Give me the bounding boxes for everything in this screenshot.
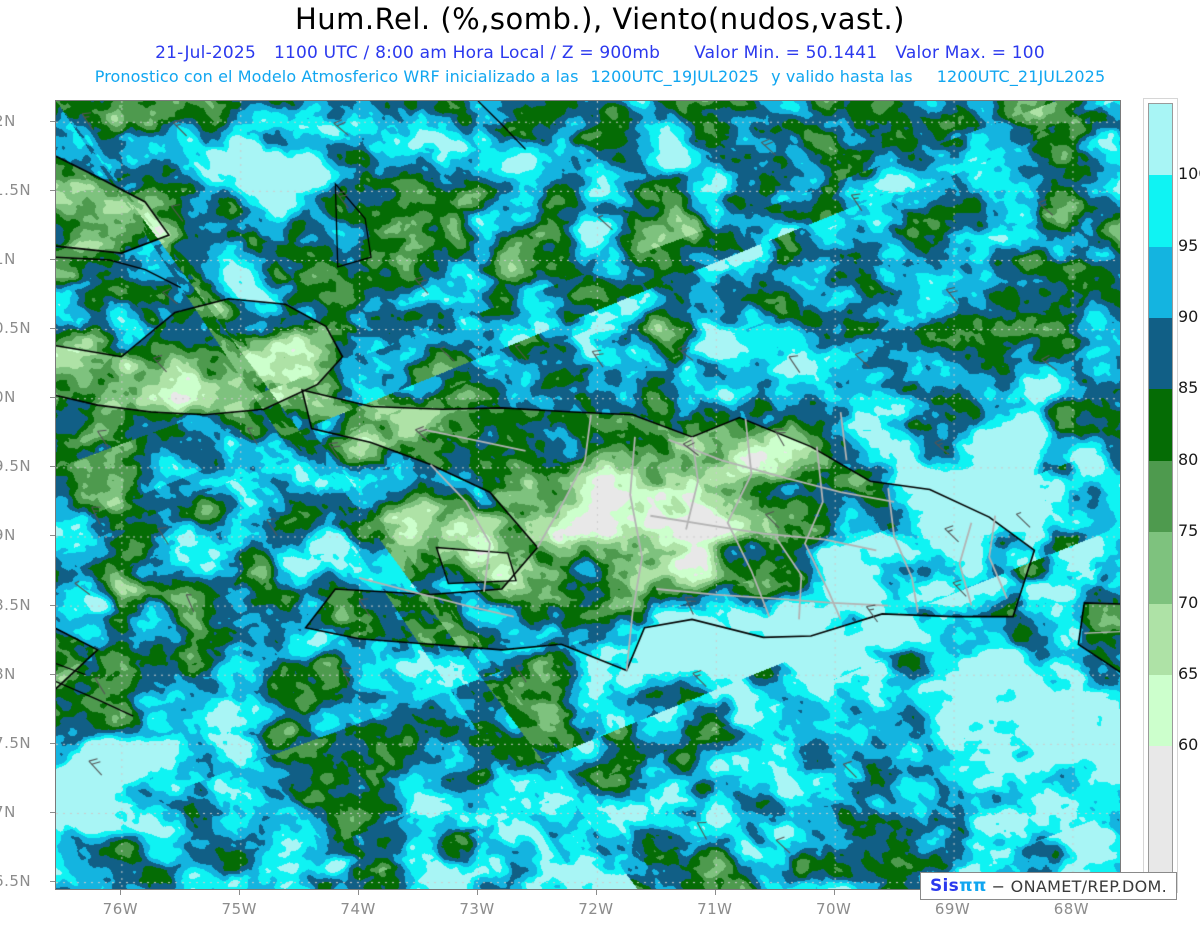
lon-tick-mark [120, 890, 122, 895]
lat-tick-mark [50, 397, 55, 399]
lat-tick-label: 19N [0, 526, 16, 545]
model-init-time: 1200UTC_19JUL2025 [590, 67, 760, 86]
humidity-colorbar[interactable] [1148, 103, 1173, 888]
coastline-wind-overlay-layer [56, 101, 1120, 889]
page-title: Hum.Rel. (%,somb.), Viento(nudos,vast.) [295, 2, 905, 36]
colorbar-tick-label: 80 [1178, 449, 1199, 469]
colorbar-tick-label: 95 [1178, 235, 1199, 255]
forecast-date: 21-Jul-2025 [155, 43, 256, 63]
lat-tick-label: 19.5N [0, 457, 32, 476]
lat-tick-label: 21N [0, 249, 16, 268]
lat-tick-mark [50, 120, 55, 122]
lon-tick-label: 76W [102, 900, 139, 918]
colorbar-band [1149, 674, 1172, 747]
value-min-label: Valor Min. = 50.1441 [694, 43, 878, 63]
colorbar-tick-label: 65 [1178, 663, 1199, 683]
lon-tick-label: 71W [697, 900, 733, 918]
forecast-local-time: 8:00 am Hora Local [375, 43, 545, 63]
lon-tick-mark [239, 890, 241, 895]
lat-tick-label: 17.5N [0, 733, 32, 752]
colorbar-tick-label: 60 [1178, 735, 1199, 755]
lon-tick-label: 73W [459, 900, 495, 918]
lon-tick-label: 70W [815, 900, 852, 918]
sispi-onamet-logo: Sis ππ − ONAMET/REP.DOM. [920, 872, 1178, 900]
colorbar-band [1149, 246, 1172, 319]
lon-tick-label: 72W [578, 900, 614, 918]
model-description-part1: Pronostico con el Modelo Atmosferico WRF… [94, 67, 579, 86]
lat-tick-label: 17N [0, 802, 16, 821]
lon-tick-label: 68W [1053, 900, 1090, 918]
colorbar-band [1149, 389, 1172, 461]
colorbar-band [1149, 746, 1172, 887]
lat-tick-mark [50, 811, 55, 813]
lon-tick-mark [477, 890, 479, 895]
forecast-meta-line: 21-Jul-2025 1100 UTC / 8:00 am Hora Local… [0, 43, 1200, 63]
logo-sis-text: Sis [930, 876, 960, 896]
lon-tick-mark [833, 890, 835, 895]
lat-tick-label: 20N [0, 388, 16, 407]
colorbar-band [1149, 603, 1172, 675]
lat-tick-label: 18.5N [0, 595, 32, 614]
forecast-time-utc: 1100 UTC [273, 43, 358, 63]
model-description-part2: y valido hasta las [771, 67, 913, 86]
lon-tick-mark [595, 890, 597, 895]
lon-tick-mark [358, 890, 360, 895]
lat-tick-mark [50, 742, 55, 744]
lat-tick-label: 16.5N [0, 872, 32, 891]
forecast-level: Z = 900mb [561, 43, 661, 63]
lat-tick-label: 18N [0, 664, 16, 683]
colorbar-tick-label: 100 [1178, 164, 1200, 184]
lat-tick-mark [50, 535, 55, 537]
colorbar-band [1149, 104, 1172, 176]
model-valid-time: 1200UTC_21JUL2025 [936, 67, 1106, 86]
separator-slash-1: / [363, 43, 370, 63]
logo-org-text: − ONAMET/REP.DOM. [991, 876, 1168, 896]
colorbar-band [1149, 175, 1172, 247]
weather-map-plot[interactable] [55, 100, 1121, 890]
lat-tick-mark [50, 189, 55, 191]
colorbar-tick-label: 85 [1178, 378, 1199, 398]
separator-slash-2: / [550, 43, 557, 63]
lat-tick-label: 20.5N [0, 319, 32, 338]
colorbar-tick-label: 75 [1178, 521, 1199, 541]
value-max-label: Valor Max. = 100 [895, 43, 1045, 63]
lon-tick-mark [714, 890, 716, 895]
lat-tick-mark [50, 466, 55, 468]
model-description-line: Pronostico con el Modelo Atmosferico WRF… [0, 67, 1200, 86]
colorbar-tick-label: 90 [1178, 307, 1199, 327]
lon-tick-label: 74W [340, 900, 376, 918]
colorbar-tick-label: 70 [1178, 592, 1199, 612]
lon-tick-label: 75W [221, 900, 257, 918]
lon-tick-label: 69W [934, 900, 971, 918]
colorbar-band [1149, 532, 1172, 604]
chart-header: Hum.Rel. (%,somb.), Viento(nudos,vast.) … [0, 0, 1200, 95]
lat-tick-mark [50, 328, 55, 330]
lat-tick-mark [50, 258, 55, 260]
lat-tick-mark [50, 673, 55, 675]
lat-tick-label: 21.5N [0, 180, 32, 199]
lat-tick-mark [50, 604, 55, 606]
logo-pi-text: ππ [959, 876, 987, 896]
lat-tick-label: 22N [0, 111, 16, 130]
lat-tick-mark [50, 881, 55, 883]
colorbar-band [1149, 318, 1172, 390]
colorbar-band [1149, 460, 1172, 533]
